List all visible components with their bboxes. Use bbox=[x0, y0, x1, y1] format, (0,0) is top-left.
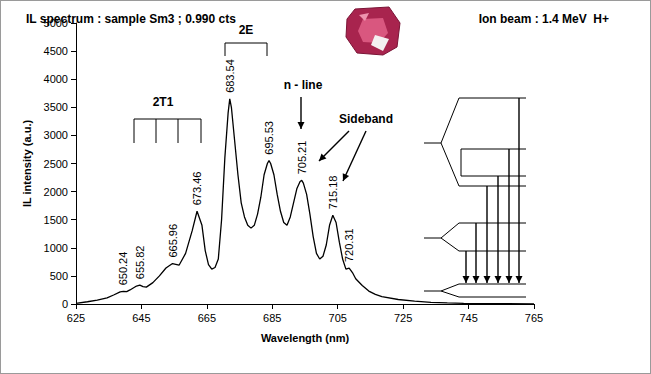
svg-text:720.31: 720.31 bbox=[343, 228, 355, 262]
svg-text:3500: 3500 bbox=[44, 101, 68, 113]
svg-text:655.82: 655.82 bbox=[134, 246, 146, 280]
svg-text:685: 685 bbox=[263, 312, 281, 324]
svg-text:Sideband: Sideband bbox=[339, 112, 393, 126]
svg-text:Ion beam : 1.4 MeV H+: Ion beam : 1.4 MeV H+ bbox=[479, 12, 609, 26]
svg-text:673.46: 673.46 bbox=[191, 172, 203, 206]
svg-text:2T1: 2T1 bbox=[153, 95, 174, 109]
svg-text:1000: 1000 bbox=[44, 242, 68, 254]
svg-text:n - line: n - line bbox=[284, 78, 323, 92]
svg-text:IL spectrum : sample Sm3 ; 0.9: IL spectrum : sample Sm3 ; 0.990 cts bbox=[26, 12, 236, 26]
svg-text:745: 745 bbox=[459, 312, 477, 324]
svg-text:705.21: 705.21 bbox=[296, 141, 308, 175]
svg-text:695.53: 695.53 bbox=[263, 121, 275, 155]
svg-text:725: 725 bbox=[394, 312, 412, 324]
svg-text:650.24: 650.24 bbox=[117, 252, 129, 286]
svg-text:645: 645 bbox=[132, 312, 150, 324]
svg-text:Wavelength (nm): Wavelength (nm) bbox=[261, 332, 350, 344]
svg-text:3000: 3000 bbox=[44, 129, 68, 141]
svg-text:IL intensity (a.u.): IL intensity (a.u.) bbox=[21, 120, 33, 208]
svg-text:2500: 2500 bbox=[44, 158, 68, 170]
svg-text:665: 665 bbox=[198, 312, 216, 324]
svg-text:1500: 1500 bbox=[44, 214, 68, 226]
svg-text:765: 765 bbox=[525, 312, 543, 324]
svg-text:705: 705 bbox=[329, 312, 347, 324]
svg-text:2000: 2000 bbox=[44, 186, 68, 198]
svg-text:500: 500 bbox=[50, 270, 68, 282]
svg-text:4000: 4000 bbox=[44, 73, 68, 85]
svg-text:665.96: 665.96 bbox=[167, 224, 179, 258]
svg-text:4500: 4500 bbox=[44, 45, 68, 57]
svg-text:683.54: 683.54 bbox=[224, 59, 236, 93]
svg-text:2E: 2E bbox=[239, 23, 254, 37]
svg-text:715.18: 715.18 bbox=[327, 176, 339, 210]
svg-text:625: 625 bbox=[67, 312, 85, 324]
svg-text:0: 0 bbox=[62, 298, 68, 310]
